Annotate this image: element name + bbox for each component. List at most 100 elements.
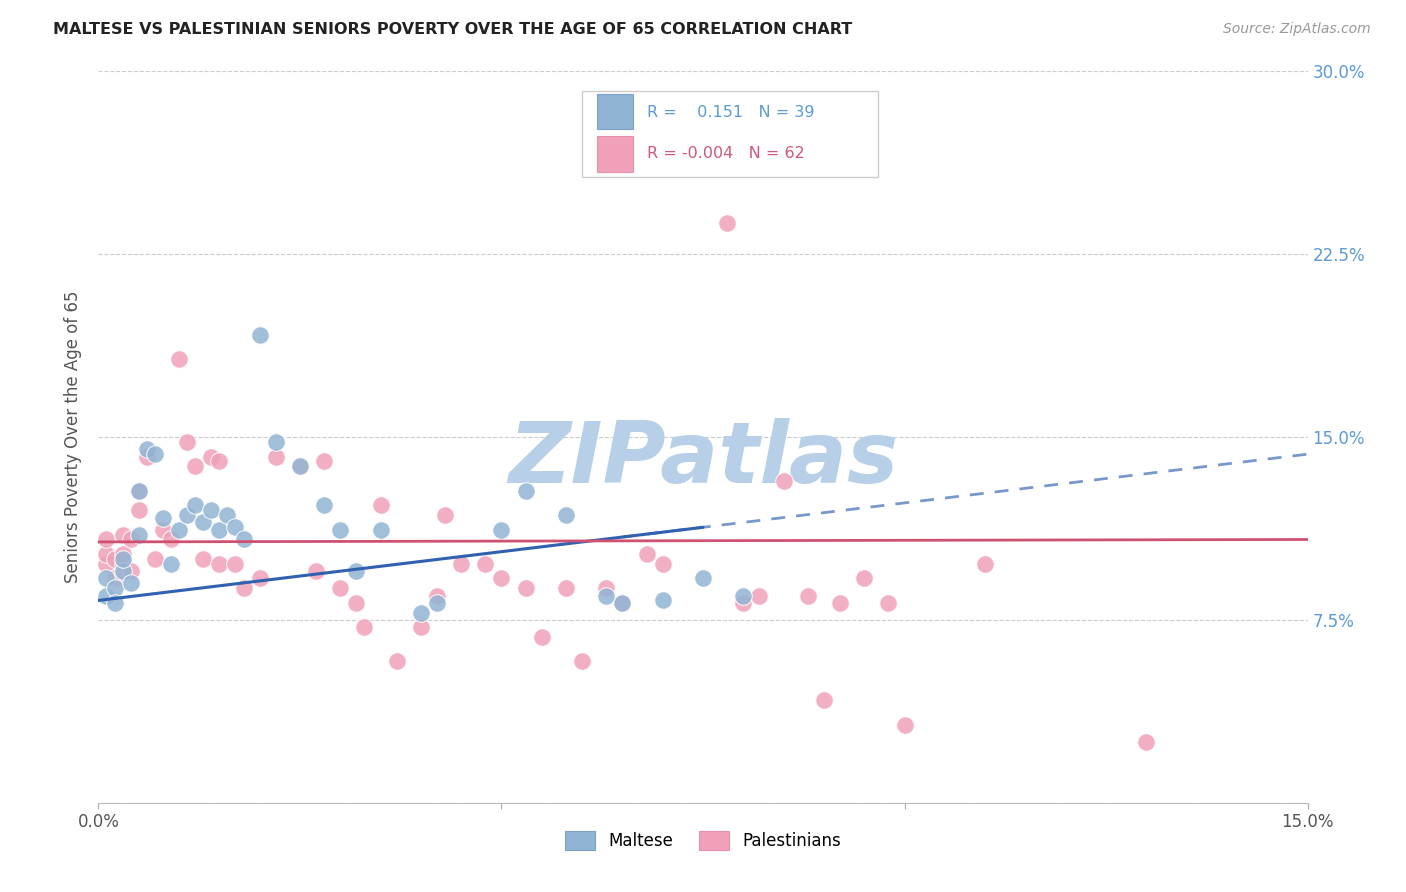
Point: [217, 508, 239, 522]
Point: [571, 654, 593, 668]
Point: [344, 564, 367, 578]
Point: [96, 533, 118, 547]
Point: [128, 503, 150, 517]
Point: [208, 523, 231, 537]
Point: [160, 557, 183, 571]
Point: [288, 459, 311, 474]
Point: [409, 620, 432, 634]
Point: [128, 483, 150, 498]
Point: [409, 606, 432, 620]
Point: [636, 547, 658, 561]
Legend: Maltese, Palestinians: Maltese, Palestinians: [558, 824, 848, 856]
Point: [1135, 735, 1157, 749]
Point: [200, 503, 222, 517]
Point: [426, 589, 449, 603]
Point: [370, 523, 392, 537]
Point: [530, 630, 553, 644]
Point: [748, 589, 770, 603]
Point: [651, 593, 673, 607]
Point: [651, 557, 673, 571]
Point: [555, 508, 578, 522]
Point: [853, 572, 876, 586]
Point: [595, 589, 617, 603]
Point: [143, 447, 166, 461]
Point: [208, 454, 231, 468]
Point: [974, 557, 997, 571]
Point: [167, 523, 190, 537]
Point: [96, 572, 118, 586]
Point: [491, 523, 513, 537]
Text: MALTESE VS PALESTINIAN SENIORS POVERTY OVER THE AGE OF 65 CORRELATION CHART: MALTESE VS PALESTINIAN SENIORS POVERTY O…: [53, 22, 852, 37]
Point: [772, 474, 794, 488]
Point: [515, 483, 537, 498]
Point: [595, 581, 617, 595]
Point: [813, 693, 835, 707]
Point: [224, 557, 246, 571]
Point: [120, 576, 142, 591]
Point: [160, 533, 183, 547]
Point: [264, 450, 287, 464]
Point: [828, 596, 851, 610]
Point: [491, 572, 513, 586]
Point: [128, 527, 150, 541]
Point: [152, 510, 174, 524]
Point: [370, 499, 392, 513]
Point: [733, 589, 755, 603]
Point: [111, 557, 134, 571]
Text: R = -0.004   N = 62: R = -0.004 N = 62: [647, 145, 806, 161]
Point: [103, 572, 125, 586]
Point: [353, 620, 375, 634]
Point: [193, 516, 215, 530]
Y-axis label: Seniors Poverty Over the Age of 65: Seniors Poverty Over the Age of 65: [65, 291, 83, 583]
Point: [224, 520, 246, 534]
Point: [344, 596, 367, 610]
Point: [612, 596, 634, 610]
Point: [893, 718, 915, 732]
Point: [450, 557, 472, 571]
Point: [167, 352, 190, 367]
Point: [111, 564, 134, 578]
Point: [288, 459, 311, 474]
Point: [733, 596, 755, 610]
Point: [264, 434, 287, 449]
Point: [120, 533, 142, 547]
Point: [111, 527, 134, 541]
Point: [111, 547, 134, 561]
Point: [232, 581, 254, 595]
Point: [96, 557, 118, 571]
Point: [176, 434, 198, 449]
Point: [96, 589, 118, 603]
Point: [143, 552, 166, 566]
Point: [103, 581, 125, 595]
Point: [176, 508, 198, 522]
Point: [329, 581, 352, 595]
Point: [249, 572, 271, 586]
FancyBboxPatch shape: [582, 91, 879, 178]
Point: [716, 215, 738, 229]
Point: [434, 508, 457, 522]
FancyBboxPatch shape: [596, 136, 633, 171]
Point: [692, 137, 714, 152]
Point: [152, 523, 174, 537]
Point: [515, 581, 537, 595]
Point: [184, 499, 207, 513]
Point: [692, 572, 714, 586]
Point: [232, 533, 254, 547]
Point: [103, 596, 125, 610]
Point: [314, 454, 336, 468]
Text: Source: ZipAtlas.com: Source: ZipAtlas.com: [1223, 22, 1371, 37]
Point: [120, 564, 142, 578]
Text: R =    0.151   N = 39: R = 0.151 N = 39: [647, 105, 815, 120]
Point: [314, 499, 336, 513]
Point: [385, 654, 408, 668]
Text: ZIPatlas: ZIPatlas: [508, 417, 898, 500]
Point: [135, 442, 157, 457]
Point: [103, 552, 125, 566]
Point: [135, 450, 157, 464]
Point: [474, 557, 496, 571]
Point: [96, 547, 118, 561]
Point: [111, 552, 134, 566]
Point: [797, 589, 820, 603]
FancyBboxPatch shape: [596, 94, 633, 128]
Point: [249, 327, 271, 342]
